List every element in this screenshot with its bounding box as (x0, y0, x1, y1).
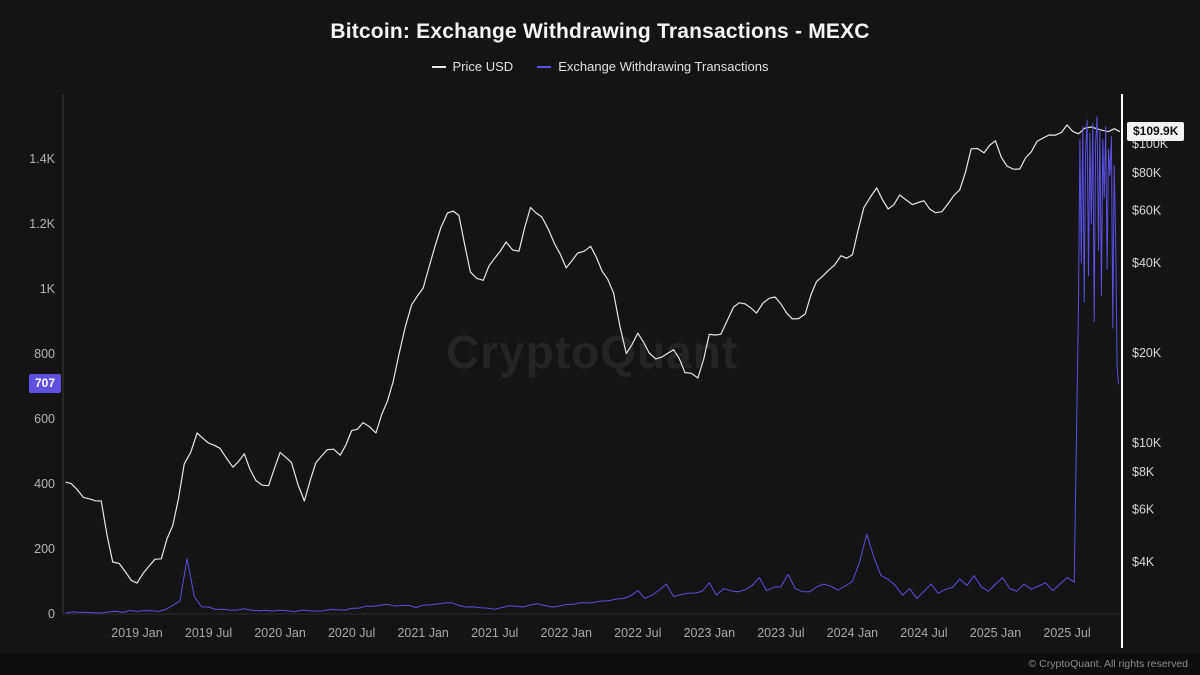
x-axis-tick: 2020 Jan (254, 626, 305, 640)
x-axis-tick: 2024 Jul (900, 626, 947, 640)
right-axis-tick: $4K (1132, 555, 1155, 569)
right-axis-tick: $40K (1132, 256, 1162, 270)
right-axis-tick: $60K (1132, 203, 1162, 217)
x-axis-tick: 2019 Jan (111, 626, 162, 640)
withdrawals-line (65, 116, 1119, 614)
legend-label-price: Price USD (452, 59, 514, 74)
legend-label-withdrawals: Exchange Withdrawing Transactions (558, 59, 769, 74)
x-axis-tick: 2024 Jan (827, 626, 878, 640)
legend: Price USD Exchange Withdrawing Transacti… (0, 59, 1200, 74)
footer-bar: © CryptoQuant. All rights reserved (0, 653, 1200, 675)
right-axis-tick: $20K (1132, 346, 1162, 360)
left-axis-tick: 1.2K (29, 217, 55, 231)
last-withdrawals-badge: 707 (29, 374, 62, 394)
copyright-text: © CryptoQuant. All rights reserved (1028, 658, 1188, 670)
right-axis-tick: $6K (1132, 502, 1155, 516)
price-line-swatch (431, 65, 446, 68)
x-axis-tick: 2021 Jan (397, 626, 448, 640)
left-axis-tick: 1K (40, 282, 56, 296)
withdrawals-line-swatch (537, 65, 552, 68)
left-axis-tick: 800 (34, 347, 55, 361)
left-axis-tick: 400 (34, 477, 55, 491)
legend-item-price[interactable]: Price USD (431, 59, 514, 74)
x-axis-tick: 2023 Jan (684, 626, 735, 640)
legend-item-withdrawals[interactable]: Exchange Withdrawing Transactions (537, 59, 768, 74)
x-axis-tick: 2022 Jan (541, 626, 592, 640)
last-price-badge: $109.9K (1127, 121, 1185, 141)
left-axis-tick: 600 (34, 412, 55, 426)
x-axis-tick: 2020 Jul (328, 626, 375, 640)
price-line (65, 124, 1121, 584)
x-axis-tick: 2019 Jul (185, 626, 232, 640)
x-axis-tick: 2022 Jul (614, 626, 661, 640)
left-axis-tick: 1.4K (29, 152, 55, 166)
left-axis-tick: 0 (48, 607, 55, 621)
chart-title: Bitcoin: Exchange Withdrawing Transactio… (330, 20, 870, 43)
x-axis-tick: 2023 Jul (757, 626, 804, 640)
x-axis-tick: 2025 Jan (970, 626, 1021, 640)
left-axis-tick: 200 (34, 542, 55, 556)
right-axis-tick: $10K (1132, 436, 1162, 450)
right-axis-tick: $8K (1132, 465, 1155, 479)
x-axis-tick: 2021 Jul (471, 626, 518, 640)
x-axis-tick: 2025 Jul (1043, 626, 1090, 640)
right-axis-tick: $80K (1132, 166, 1162, 180)
